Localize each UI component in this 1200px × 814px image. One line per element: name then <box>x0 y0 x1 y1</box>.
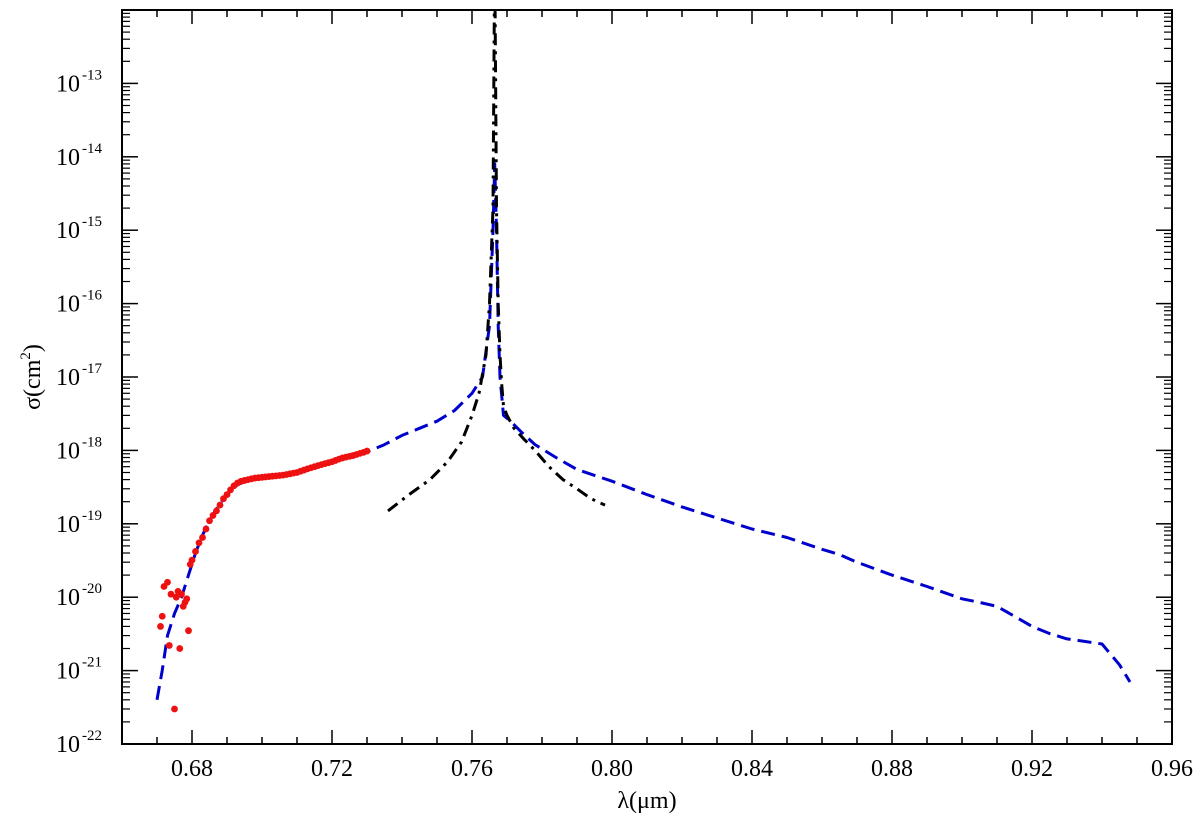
series-line-dashdot <box>387 10 606 513</box>
x-axis-title: λ(μm) <box>617 788 676 814</box>
x-tick-label: 0.88 <box>871 756 913 782</box>
x-tick-label: 0.68 <box>171 756 213 782</box>
y-tick-label: 10 -22 <box>56 728 102 758</box>
data-point <box>216 501 224 509</box>
data-point <box>213 507 220 515</box>
x-tick-label: 0.96 <box>1151 756 1193 782</box>
data-point <box>202 525 210 533</box>
axis-ticks <box>121 10 1173 745</box>
data-point <box>195 539 203 547</box>
y-axis-title: σ(cm2) <box>18 344 46 410</box>
y-tick-label: 10 -21 <box>56 655 102 685</box>
x-tick-label: 0.84 <box>731 756 773 782</box>
x-tick-labels: 0.68 0.72 0.76 0.80 0.84 0.88 0.92 0.96 <box>171 756 1193 782</box>
data-point <box>158 612 166 620</box>
y-tick-label: 10 -20 <box>56 581 102 611</box>
data-point <box>363 447 371 455</box>
data-point <box>188 556 196 564</box>
x-tick-label: 0.92 <box>1011 756 1053 782</box>
data-point <box>206 517 213 525</box>
data-point <box>165 642 173 649</box>
plot-frame <box>121 9 1173 745</box>
x-tick-label: 0.76 <box>451 756 493 782</box>
y-tick-label: 10 -14 <box>56 141 102 171</box>
y-axis-title-sup: 2 <box>18 352 34 360</box>
data-point <box>164 578 171 586</box>
y-tick-label: 10 -13 <box>56 67 102 97</box>
data-point <box>223 491 231 498</box>
data-point <box>167 590 175 598</box>
y-axis-title-main: σ(cm <box>20 359 46 410</box>
series-line-dashed <box>155 162 1132 701</box>
y-axis-title-close: ) <box>20 344 46 352</box>
data-point <box>185 627 192 635</box>
y-tick-label: 10 -15 <box>56 214 102 244</box>
data-point <box>176 645 184 652</box>
data-point <box>171 705 178 713</box>
data-point <box>172 593 180 601</box>
y-tick-label: 10 -17 <box>56 361 102 391</box>
data-point <box>199 534 206 541</box>
x-tick-label: 0.72 <box>311 756 353 782</box>
x-tick-label: 0.80 <box>591 756 633 782</box>
y-tick-label: 10 -16 <box>56 288 102 318</box>
y-tick-label: 10 -19 <box>56 508 102 538</box>
series-layer <box>155 10 1132 713</box>
data-point <box>192 548 199 555</box>
data-point <box>157 623 164 630</box>
y-tick-labels: 10-22 10-21 10-20 10-19 10-18 10-17 10-16 10-15… <box>56 67 102 758</box>
y-tick-label: 10 -18 <box>56 434 102 464</box>
data-point <box>183 595 191 603</box>
data-point <box>178 590 185 598</box>
